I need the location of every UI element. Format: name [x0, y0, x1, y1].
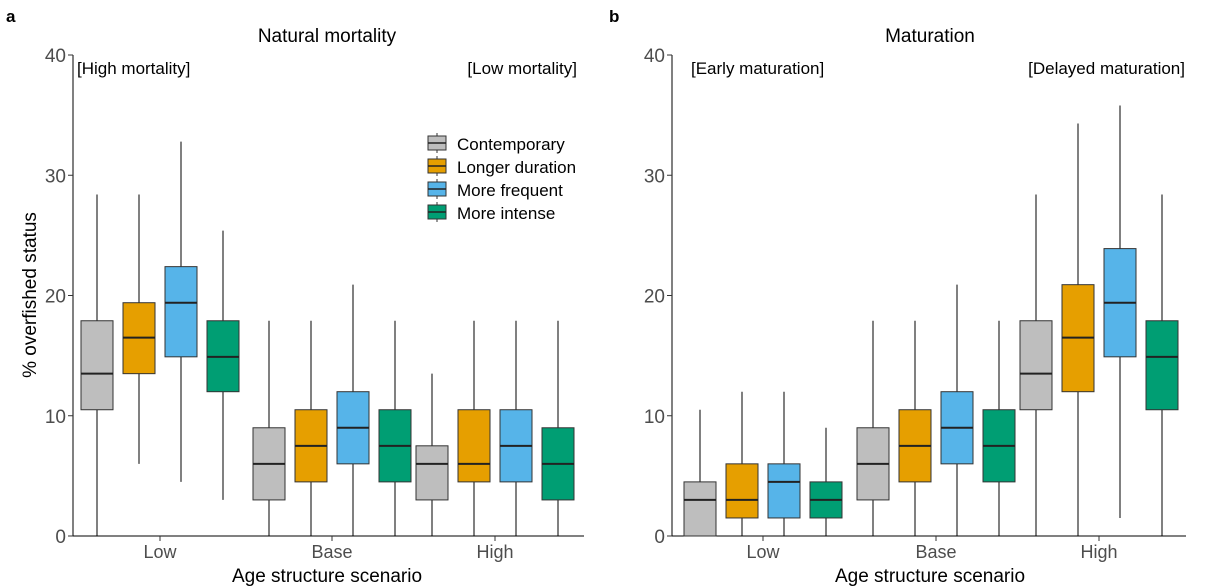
chart-marks: 0 10 20 30 40 Low Base High 0 10 20 30 40 Low Base High [45, 46, 1186, 562]
panel-b-box [725, 463, 759, 519]
panel-a-x-tick-label: High [476, 542, 513, 562]
panel-b-y-tick-label: 0 [654, 527, 665, 548]
panel-a-label: a [6, 7, 16, 26]
panel-a-annotation-right: [Low mortality] [467, 59, 577, 78]
panel-b-x-tick-label: High [1080, 542, 1117, 562]
panel-b-label: b [609, 7, 619, 26]
legend-label: Longer duration [457, 158, 576, 177]
panel-a-y-tick-label: 40 [45, 46, 66, 67]
panel-a-x-tick-label: Low [143, 542, 177, 562]
legend-entry: Longer duration [427, 156, 576, 177]
panel-b-x-tick-label: Base [915, 542, 956, 562]
panel-a-x-tick-label: Base [311, 542, 352, 562]
panel-b-box [1019, 320, 1053, 411]
panel-a-box [80, 320, 114, 411]
panel-b-annotation-left: [Early maturation] [691, 59, 824, 78]
legend-label: More intense [457, 204, 555, 223]
y-axis-title: % overfished status [20, 212, 41, 378]
panel-b-box [683, 481, 717, 537]
panel-b-y-tick-label: 20 [644, 287, 665, 308]
panel-a-y-tick-label: 30 [45, 166, 66, 187]
panel-b-box [767, 463, 801, 519]
panel-b-x-tick-label: Low [746, 542, 780, 562]
panel-b-y-tick-label: 30 [644, 166, 665, 187]
panel-a-y-tick-label: 10 [45, 407, 66, 428]
panel-b-annotation-right: [Delayed maturation] [1028, 59, 1185, 78]
legend-entry: More frequent [427, 179, 563, 200]
legend-entry: More intense [427, 202, 555, 223]
panel-a-xlabel: Age structure scenario [232, 566, 422, 587]
panel-a-box [415, 445, 449, 501]
panel-b-xlabel: Age structure scenario [835, 566, 1025, 587]
panel-a-y-tick-label: 20 [45, 287, 66, 308]
panel-a-annotation-left: [High mortality] [77, 59, 190, 78]
panel-b-y-tick-label: 40 [644, 46, 665, 67]
panel-a-box [164, 266, 198, 358]
panel-b-box [1145, 320, 1179, 411]
panel-b-y-tick-label: 10 [644, 407, 665, 428]
legend-label: Contemporary [457, 135, 565, 154]
panel-b-title: Maturation [885, 26, 975, 47]
panel-a-box [457, 409, 491, 483]
panel-a-title: Natural mortality [258, 26, 397, 47]
legend: Contemporary Longer duration More frequent… [427, 133, 576, 223]
legend-label: More frequent [457, 181, 563, 200]
legend-entry: Contemporary [427, 133, 565, 154]
panel-a-y-tick-label: 0 [55, 527, 66, 548]
